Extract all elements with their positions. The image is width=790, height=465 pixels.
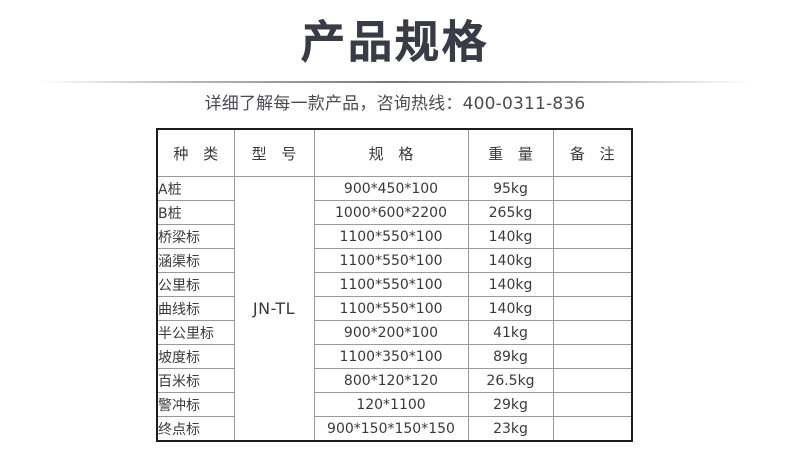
table-row: 警冲标 120*1100 29kg [156, 392, 633, 417]
table-row: 公里标 1100*550*100 140kg [156, 272, 633, 297]
cell-weight: 29kg [467, 392, 554, 417]
cell-kind: 桥梁标 [156, 224, 235, 249]
cell-note [552, 320, 633, 345]
table-row: 半公里标 900*200*100 41kg [156, 320, 633, 345]
title-divider [40, 81, 750, 83]
cell-kind: 警冲标 [156, 392, 235, 417]
table-row: 涵渠标 1100*550*100 140kg [156, 248, 633, 273]
cell-note [552, 200, 633, 225]
cell-note [552, 224, 633, 249]
column-header-spec: 规 格 [313, 128, 469, 177]
column-header-kind: 种 类 [156, 128, 235, 177]
cell-spec: 900*200*100 [313, 320, 469, 345]
cell-spec: 1000*600*2200 [313, 200, 469, 225]
table-row: 百米标 800*120*120 26.5kg [156, 368, 633, 393]
cell-kind: A桩 [156, 176, 235, 201]
cell-model: JN-TL [233, 176, 315, 442]
table-row: A桩 JN-TL 900*450*100 95kg [156, 176, 633, 442]
page-title: 产品规格 [301, 17, 489, 68]
cell-weight: 140kg [467, 296, 554, 321]
cell-kind: B桩 [156, 200, 235, 225]
cell-spec: 120*1100 [313, 392, 469, 417]
cell-spec: 1100*550*100 [313, 296, 469, 321]
cell-note [552, 392, 633, 417]
cell-spec: 1100*550*100 [313, 272, 469, 297]
cell-weight: 89kg [467, 344, 554, 369]
table-body: A桩 JN-TL 900*450*100 95kg B桩 1000*600*2200 265… [156, 176, 633, 442]
cell-spec: 1100*550*100 [313, 224, 469, 249]
cell-spec: 900*450*100 [313, 176, 469, 201]
cell-kind: 半公里标 [156, 320, 235, 345]
cell-note [552, 296, 633, 321]
cell-kind: 公里标 [156, 272, 235, 297]
cell-weight: 140kg [467, 224, 554, 249]
cell-kind: 终点标 [156, 416, 235, 442]
cell-note [552, 344, 633, 369]
table-row: 终点标 900*150*150*150 23kg [156, 416, 633, 442]
cell-note [552, 368, 633, 393]
table-row: 坡度标 1100*350*100 89kg [156, 344, 633, 369]
table-row: B桩 1000*600*2200 265kg [156, 200, 633, 225]
cell-spec: 900*150*150*150 [313, 416, 469, 442]
cell-weight: 95kg [467, 176, 554, 201]
cell-kind: 曲线标 [156, 296, 235, 321]
cell-kind: 坡度标 [156, 344, 235, 369]
page-subtitle: 详细了解每一款产品，咨询热线：400-0311-836 [204, 94, 586, 114]
table-row: 桥梁标 1100*550*100 140kg [156, 224, 633, 249]
table-header: 种 类 型 号 规 格 重 量 备 注 [156, 128, 633, 177]
product-spec-table: 种 类 型 号 规 格 重 量 备 注 A桩 JN-TL 900*450*100 95… [156, 128, 633, 442]
cell-weight: 265kg [467, 200, 554, 225]
column-header-model: 型 号 [233, 128, 315, 177]
cell-spec: 1100*550*100 [313, 248, 469, 273]
cell-note [552, 248, 633, 273]
column-header-weight: 重 量 [467, 128, 554, 177]
column-header-note: 备 注 [552, 128, 633, 177]
table-header-row: 种 类 型 号 规 格 重 量 备 注 [156, 128, 633, 177]
spec-table-container: 种 类 型 号 规 格 重 量 备 注 A桩 JN-TL 900*450*100 95… [156, 128, 633, 442]
cell-note [552, 416, 633, 442]
cell-kind: 涵渠标 [156, 248, 235, 273]
title-block: 产品规格 [0, 0, 790, 68]
cell-spec: 800*120*120 [313, 368, 469, 393]
cell-weight: 41kg [467, 320, 554, 345]
cell-kind: 百米标 [156, 368, 235, 393]
cell-weight: 23kg [467, 416, 554, 442]
cell-weight: 26.5kg [467, 368, 554, 393]
cell-weight: 140kg [467, 272, 554, 297]
table-row: 曲线标 1100*550*100 140kg [156, 296, 633, 321]
cell-note [552, 272, 633, 297]
cell-spec: 1100*350*100 [313, 344, 469, 369]
cell-weight: 140kg [467, 248, 554, 273]
cell-note [552, 176, 633, 201]
